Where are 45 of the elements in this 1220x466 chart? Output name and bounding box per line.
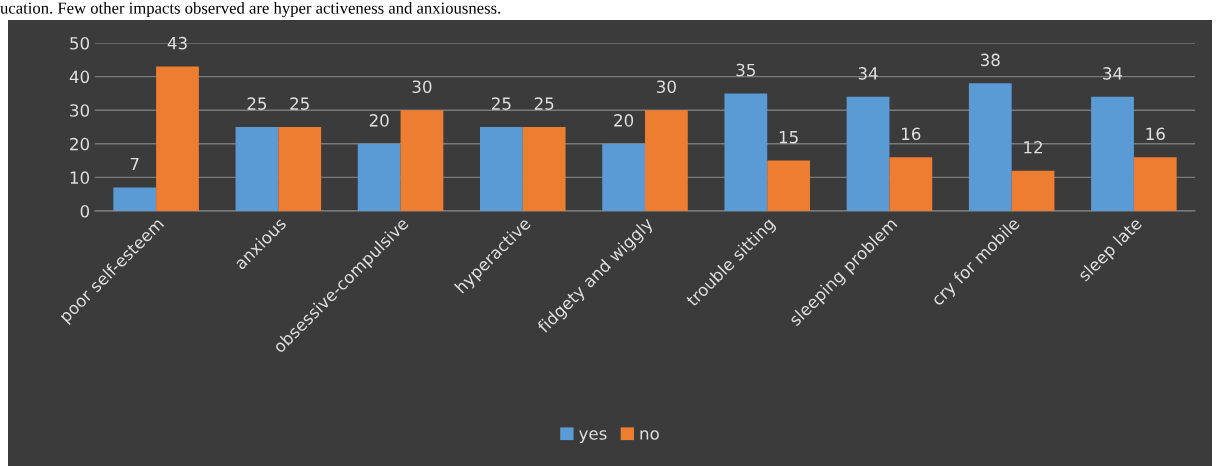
data-label: 15	[779, 131, 798, 144]
y-tick-label: 20	[70, 137, 90, 151]
bar	[889, 157, 933, 211]
bar	[235, 127, 279, 211]
bar	[480, 127, 523, 211]
bar	[645, 110, 688, 211]
data-label: 25	[290, 97, 309, 110]
data-label: 20	[369, 114, 389, 127]
bar	[400, 110, 444, 211]
bar	[357, 143, 401, 211]
data-label: 20	[614, 114, 634, 127]
text: ucation. Few other impacts observed are hyper activeness and anxiousness.	[0, 2, 501, 18]
bar	[522, 127, 566, 211]
data-label: 16	[1146, 127, 1165, 141]
data-label: 16	[902, 127, 921, 141]
bar	[846, 96, 890, 211]
data-label: 30	[412, 80, 432, 94]
y-tick-label: 0	[80, 204, 90, 218]
bar	[1133, 157, 1177, 211]
bar	[156, 66, 199, 211]
data-label: 34	[858, 67, 878, 80]
bar	[724, 93, 768, 211]
data-label: 25	[534, 97, 554, 110]
bar	[1091, 96, 1134, 211]
data-label: 7	[130, 157, 139, 171]
bar	[278, 127, 322, 211]
legend-label: yes	[579, 430, 607, 443]
data-label: 38	[980, 53, 1000, 67]
bar	[767, 160, 810, 211]
y-tick-label: 10	[70, 171, 90, 184]
bar	[1011, 170, 1055, 211]
legend-label: no	[640, 430, 659, 440]
data-label: 30	[657, 80, 676, 94]
data-label: 35	[736, 63, 755, 77]
data-label: 43	[167, 36, 187, 50]
bar	[968, 83, 1012, 211]
y-tick-label: 30	[70, 104, 90, 117]
bar	[113, 187, 157, 211]
y-tick-label: 40	[69, 70, 90, 84]
y-tick-label: 50	[70, 36, 90, 50]
bar	[602, 143, 645, 211]
data-label: 12	[1024, 140, 1042, 154]
data-label: 25	[247, 97, 267, 110]
data-label: 34	[1103, 67, 1123, 80]
data-label: 25	[492, 97, 511, 110]
